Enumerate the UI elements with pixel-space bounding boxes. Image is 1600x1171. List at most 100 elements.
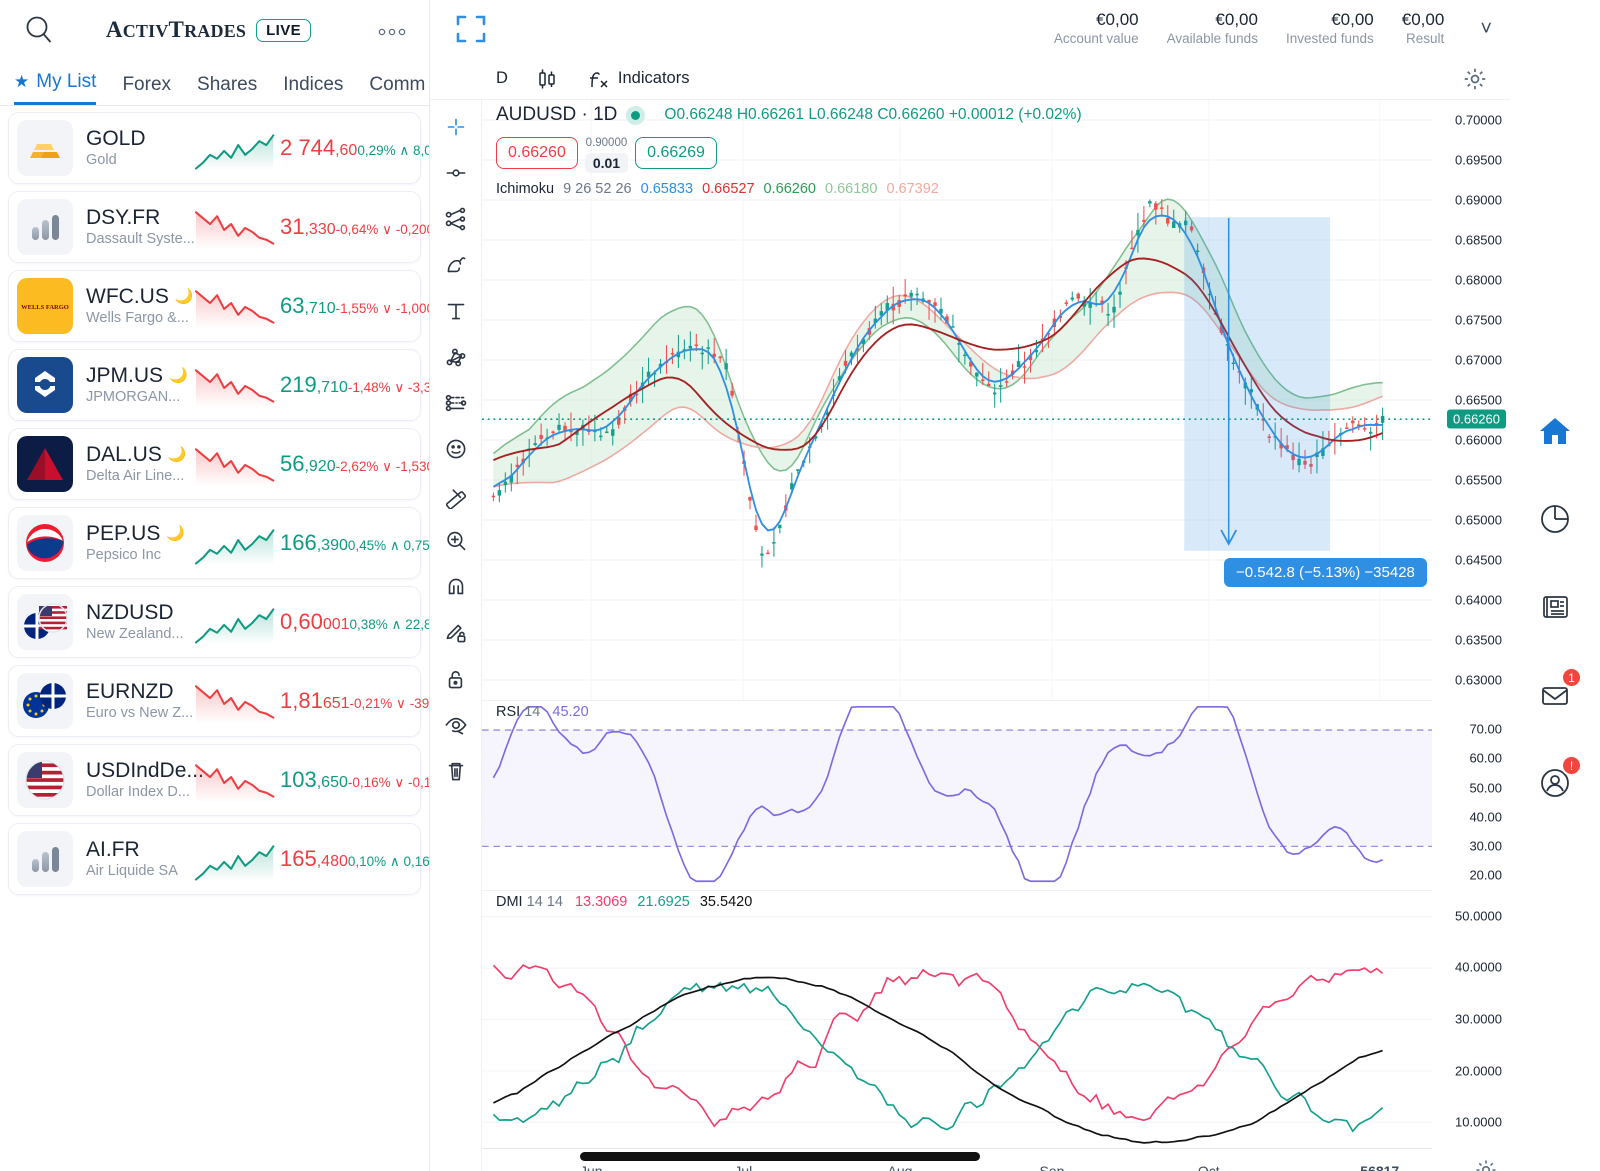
- price-axis-tick: 0.68000: [1455, 272, 1502, 288]
- dmi-v2: 35.5420: [699, 894, 753, 910]
- list-item[interactable]: AI.FR Air Liquide SA 165,4800,10% ∧ 0,160: [8, 823, 429, 895]
- list-item[interactable]: JPM.US🌙JPMORGAN... 219,710-1,48% ∨ -3,300: [8, 349, 429, 421]
- chart-panes[interactable]: AUDUSD · 1D O0.66248 H0.66261 L0.66248 C…: [482, 100, 1510, 1171]
- instrument-price: 219,710: [280, 372, 348, 398]
- svg-text:WELLS FARGO: WELLS FARGO: [21, 304, 69, 311]
- brand-name: ACTIVTRADES: [105, 17, 247, 42]
- list-item[interactable]: USDIndDe... Dollar Index D... 103,650-0,16…: [8, 744, 429, 816]
- price-axis-tick: 0.70000: [1455, 112, 1502, 128]
- pattern-tool-icon[interactable]: [434, 336, 478, 378]
- spread-value: 0.90000: [585, 137, 628, 149]
- tab-commodities[interactable]: Comm: [369, 74, 426, 95]
- chart-top-bar: €0,00 Account value €0,00 Available funds €0…: [430, 0, 1510, 58]
- measure-ruler-icon[interactable]: [434, 474, 478, 516]
- tab-indices[interactable]: Indices: [283, 74, 344, 95]
- instrument-description: Euro vs New Z...: [86, 704, 194, 721]
- hide-drawings-icon[interactable]: [434, 704, 478, 746]
- rsi-pane[interactable]: [482, 700, 1432, 890]
- account-alert-icon[interactable]: !: [1532, 755, 1582, 806]
- instrument-change: -1,55% ∨ -1,000: [335, 301, 429, 317]
- list-item[interactable]: WELLS FARGO WFC.US 🌙 Wells Fargo &... 63,710…: [8, 270, 429, 342]
- lot-size-input[interactable]: 0.01: [584, 153, 629, 173]
- instrument-description: Dassault Syste...: [86, 230, 195, 247]
- chart-legend: AUDUSD · 1D O0.66248 H0.66261 L0.66248 C…: [496, 104, 1082, 197]
- portfolio-pie-icon[interactable]: [1532, 496, 1578, 542]
- ichimoku-v2: 0.66260: [763, 181, 816, 197]
- dmi-pane[interactable]: [482, 890, 1432, 1148]
- sparkline-chart: [194, 204, 280, 250]
- tab-shares[interactable]: Shares: [197, 74, 258, 95]
- crosshair-icon[interactable]: [434, 106, 478, 148]
- list-item[interactable]: DSY.FR Dassault Syste... 31,330-0,64% ∨ -0…: [8, 191, 429, 263]
- account-badge: !: [1561, 755, 1582, 776]
- list-item[interactable]: EURNZD Euro vs New Z... 1,81651-0,21% ∨ -3…: [8, 665, 429, 737]
- indicators-button[interactable]: Indicators: [586, 67, 689, 91]
- tab-my-list[interactable]: ★ My List: [14, 71, 97, 105]
- price-block: 166,3900,45% ∧ 0,750: [280, 530, 429, 555]
- emoji-tool-icon[interactable]: [434, 428, 478, 470]
- forecast-tool-icon[interactable]: [434, 382, 478, 424]
- ichimoku-v3: 0.66180: [825, 181, 878, 197]
- list-item[interactable]: PEP.US 🌙 Pepsico Inc 166,3900,45% ∧ 0,750: [8, 507, 429, 579]
- line-tool-icon[interactable]: [434, 152, 478, 194]
- after-hours-moon-icon: 🌙: [169, 367, 188, 385]
- sell-price-button[interactable]: 0.66260: [496, 137, 578, 169]
- instrument-symbol: WFC.US 🌙: [86, 284, 194, 308]
- zoom-in-icon[interactable]: [434, 520, 478, 562]
- trendline-tool-icon[interactable]: [434, 198, 478, 240]
- price-pane[interactable]: [482, 100, 1432, 700]
- drawing-toolbar[interactable]: [430, 100, 482, 1171]
- delta-icon: [17, 436, 73, 492]
- wells-fargo-icon: WELLS FARGO: [17, 278, 73, 334]
- dmi-v1: 21.6925: [637, 894, 690, 910]
- tab-forex[interactable]: Forex: [122, 74, 172, 95]
- dmi-axis-tick: 20.0000: [1455, 1063, 1502, 1079]
- measurement-tooltip: −0.542.8 (−5.13%) −35428: [1224, 558, 1427, 587]
- instrument-price: 2 744,60: [280, 135, 358, 161]
- fullscreen-icon[interactable]: [448, 6, 494, 52]
- more-options-icon[interactable]: [361, 17, 407, 43]
- price-block: 103,650-0,16% ∨ -0,165: [280, 767, 429, 792]
- instrument-price: 0,60001: [280, 609, 350, 635]
- chart-type-button[interactable]: [534, 66, 560, 92]
- trash-icon[interactable]: [434, 750, 478, 792]
- sparkline-chart: [194, 678, 280, 724]
- price-axis-tick: 0.66000: [1455, 432, 1502, 448]
- buy-price-button[interactable]: 0.66269: [635, 137, 717, 169]
- home-icon[interactable]: [1532, 408, 1578, 454]
- price-axis-tick: 0.63500: [1455, 632, 1502, 648]
- ichimoku-label: Ichimoku: [496, 181, 555, 197]
- chart-settings-icon[interactable]: [1462, 66, 1510, 92]
- star-icon: ★: [14, 72, 30, 91]
- chevron-down-icon[interactable]: ˅: [1480, 17, 1492, 40]
- category-tabs[interactable]: ★ My List Forex Shares Indices Comm: [0, 60, 429, 106]
- instrument-price: 31,330: [280, 214, 336, 240]
- after-hours-moon-icon: 🌙: [167, 446, 187, 464]
- x-axis[interactable]: Jun Jul Aug Sep Oct 56817: [482, 1148, 1432, 1171]
- search-icon[interactable]: [22, 13, 56, 47]
- brush-tool-icon[interactable]: [434, 244, 478, 286]
- pencil-lock-icon[interactable]: [434, 612, 478, 654]
- list-item[interactable]: DAL.US 🌙 Delta Air Line... 56,920-2,62% ∨ -…: [8, 428, 429, 500]
- magnet-icon[interactable]: [434, 566, 478, 608]
- price-axis-tick: 0.65000: [1455, 512, 1502, 528]
- lock-icon[interactable]: [434, 658, 478, 700]
- y-axis[interactable]: 0.70000 0.69500 0.69000 0.68500 0.68000 0.675…: [1432, 100, 1510, 1171]
- text-tool-icon[interactable]: [434, 290, 478, 332]
- instrument-description: Pepsico Inc: [86, 546, 161, 563]
- account-label: Account value: [1053, 31, 1139, 47]
- sparkline-chart: [194, 836, 280, 882]
- live-badge: LIVE: [256, 18, 312, 42]
- x-axis-tick: Jul: [734, 1163, 753, 1171]
- mail-icon[interactable]: 1: [1532, 667, 1582, 718]
- list-item[interactable]: NZDUSD New Zealand... 0,600010,38% ∧ 22,8: [8, 586, 429, 658]
- price-block: 2 744,600,29% ∧ 8,00: [280, 135, 429, 161]
- chart-footer-settings-icon[interactable]: [1474, 1158, 1498, 1171]
- sparkline-chart: [194, 362, 280, 408]
- news-icon[interactable]: [1532, 584, 1578, 630]
- ohlc-high: H0.66261: [736, 106, 805, 123]
- rsi-period: 14: [524, 704, 541, 720]
- timeframe-button[interactable]: D: [496, 69, 508, 87]
